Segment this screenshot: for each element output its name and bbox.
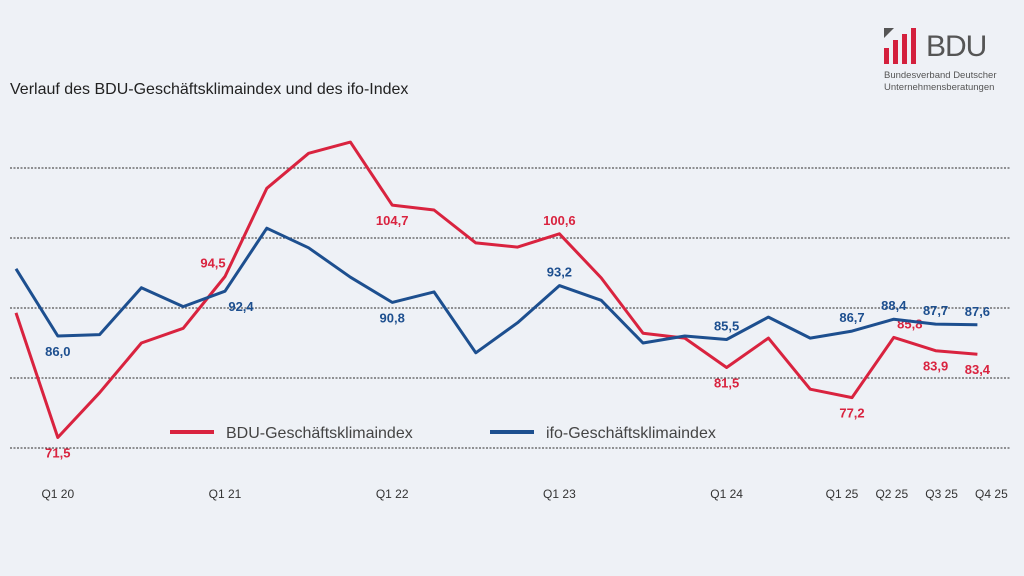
data-label: 100,6 [543, 213, 576, 228]
legend-label: BDU-Geschäftsklimaindex [226, 425, 413, 442]
logo-line-1: Bundesverband Deutscher [884, 70, 997, 81]
series-line-bdu [14, 140, 978, 439]
data-label: 71,5 [45, 446, 70, 461]
data-label: 87,6 [965, 304, 990, 319]
x-tick-label: Q1 25 [826, 487, 859, 501]
data-label: 81,5 [714, 376, 739, 391]
data-label: 86,0 [45, 344, 70, 359]
data-label: 92,4 [228, 299, 254, 314]
data-label: 77,2 [839, 406, 864, 421]
data-label: 90,8 [380, 310, 405, 325]
data-label: 104,7 [376, 213, 409, 228]
x-tick-label: Q1 23 [543, 487, 576, 501]
x-tick-label: Q1 20 [41, 487, 74, 501]
data-label: 83,4 [965, 362, 991, 377]
chart-title: Verlauf des BDU-Geschäftsklimaindex und … [10, 81, 409, 98]
data-label: 83,9 [923, 359, 948, 374]
logo-bars-icon [884, 28, 916, 64]
data-label: 86,7 [839, 310, 864, 325]
data-label: 85,5 [714, 319, 739, 334]
data-label: 93,2 [547, 265, 572, 280]
data-label: 94,5 [200, 256, 225, 271]
data-label: 88,4 [881, 298, 907, 313]
series-line-ifo [14, 226, 978, 355]
x-tick-label: Q2 25 [875, 487, 908, 501]
x-tick-label: Q3 25 [925, 487, 958, 501]
logo-line-2: Unternehmensberatungen [884, 82, 995, 93]
logo-text: BDU [926, 30, 987, 63]
bdu-logo: BDU Bundesverband Deutscher Unternehmens… [880, 26, 1020, 96]
legend-label: ifo-Geschäftsklimaindex [546, 425, 716, 442]
x-tick-label: Q1 21 [209, 487, 242, 501]
x-tick-label: Q1 24 [710, 487, 743, 501]
data-label: 87,7 [923, 303, 948, 318]
x-tick-label: Q1 22 [376, 487, 409, 501]
x-tick-label: Q4 25 [975, 487, 1008, 501]
